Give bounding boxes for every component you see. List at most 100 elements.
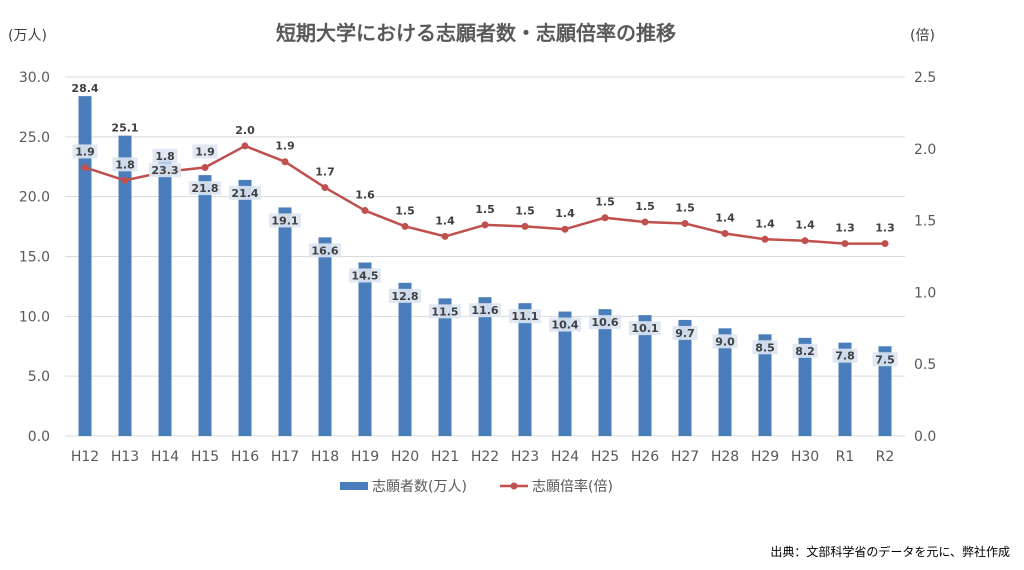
category-label: H20 <box>391 449 419 465</box>
ratio-point <box>321 184 329 192</box>
ratio-point <box>601 214 609 222</box>
legend-line-label: 志願倍率(倍) <box>532 478 613 495</box>
bar-value-label: 19.1 <box>271 214 298 227</box>
bar-label-bg <box>549 317 581 332</box>
ratio-point <box>441 232 449 240</box>
bar-layer <box>78 96 892 437</box>
bar <box>878 346 892 436</box>
bar-value-label: 7.5 <box>875 353 895 366</box>
line-label-bg <box>112 157 138 172</box>
bar-value-label: 9.0 <box>715 335 735 348</box>
ratio-point <box>481 221 489 229</box>
ratio-point <box>281 158 289 166</box>
bar-value-label: 14.5 <box>351 269 378 282</box>
left-tick-label: 30.0 <box>19 70 50 86</box>
line-value-label: 1.8 <box>155 150 175 163</box>
bar <box>358 262 372 436</box>
bar-value-label: 25.1 <box>111 122 138 135</box>
left-axis-unit: (万人) <box>8 28 47 44</box>
line-value-label: 1.6 <box>355 189 375 202</box>
bar-value-label: 11.5 <box>431 305 458 318</box>
line-value-label: 1.5 <box>675 201 695 214</box>
left-tick-label: 15.0 <box>19 250 50 266</box>
category-label: H12 <box>71 449 99 465</box>
category-label: H17 <box>271 449 299 465</box>
bar-value-label: 8.5 <box>755 341 775 354</box>
right-tick-label: 0.0 <box>914 429 936 445</box>
bar <box>118 135 132 437</box>
left-tick-label: 10.0 <box>19 309 50 325</box>
ratio-point <box>561 225 569 233</box>
left-tick-label: 25.0 <box>19 130 50 146</box>
line-value-label: 1.7 <box>315 166 335 179</box>
bar-value-label: 23.3 <box>151 164 178 177</box>
axis-layer: 0.0 5.0 10.0 15.0 20.0 25.0 30.0 0.0 0.5 1.0 1.5 2.… <box>19 70 936 465</box>
category-label: H30 <box>791 449 819 465</box>
bar-value-label: 12.8 <box>391 290 418 303</box>
ratio-point <box>641 218 649 226</box>
category-label: H23 <box>511 449 539 465</box>
legend: 志願者数(万人) 志願倍率(倍) <box>340 478 613 495</box>
bar <box>718 328 732 436</box>
bar-value-label: 21.4 <box>231 187 258 200</box>
category-label: H28 <box>711 449 739 465</box>
line-value-label: 1.3 <box>835 222 855 235</box>
bar-label-bg <box>712 334 738 349</box>
bar <box>758 334 772 436</box>
bar-label-bg <box>792 343 818 358</box>
bar-label-bg <box>752 340 778 355</box>
bar-value-label: 10.1 <box>631 322 658 335</box>
line-value-label: 1.4 <box>435 214 455 227</box>
right-axis-unit: (倍) <box>910 28 935 44</box>
right-tick-label: 0.5 <box>914 357 936 373</box>
bar <box>238 179 252 436</box>
line-value-label: 1.4 <box>715 212 735 225</box>
bar <box>78 96 92 436</box>
bar-label-bg <box>309 243 341 258</box>
line-value-label: 1.5 <box>515 204 535 217</box>
left-tick-label: 20.0 <box>19 190 50 206</box>
category-label: H16 <box>231 449 259 465</box>
ratio-point <box>841 240 849 248</box>
bar <box>558 311 572 436</box>
ratio-point <box>721 230 729 238</box>
category-label: R2 <box>876 449 895 465</box>
ratio-point <box>801 237 809 245</box>
line-value-label: 1.3 <box>875 222 895 235</box>
category-label: H25 <box>591 449 619 465</box>
bar-label-bg <box>429 304 461 319</box>
category-label: R1 <box>836 449 855 465</box>
label-layer: 28.4 25.1 23.3 21.8 21.4 19.1 16.6 14.5 12.8 11.5… <box>71 82 898 367</box>
line-label-bg <box>152 148 178 163</box>
ratio-point <box>201 163 209 171</box>
bar <box>478 297 492 436</box>
bar-value-label: 7.8 <box>835 350 855 363</box>
bar-value-label: 9.7 <box>675 327 695 340</box>
bar <box>798 337 812 436</box>
bar <box>638 315 652 436</box>
line-value-label: 1.9 <box>195 145 215 158</box>
category-label: H27 <box>671 449 699 465</box>
ratio-point <box>121 176 129 184</box>
category-label: H29 <box>751 449 779 465</box>
ratio-point <box>361 207 369 215</box>
bar <box>518 303 532 436</box>
bar-label-bg <box>349 268 381 283</box>
ratio-point <box>81 163 89 171</box>
bar <box>838 342 852 436</box>
category-label: H14 <box>151 449 179 465</box>
bar <box>598 309 612 436</box>
line-value-label: 1.4 <box>555 207 575 220</box>
bar-label-bg <box>189 181 221 196</box>
legend-bar-label: 志願者数(万人) <box>372 479 467 495</box>
ratio-point <box>681 219 689 227</box>
bar-label-bg <box>832 348 858 363</box>
ratio-point <box>761 235 769 243</box>
bar-label-bg <box>672 325 698 340</box>
bar <box>278 207 292 436</box>
bar <box>678 319 692 436</box>
bar-value-label: 16.6 <box>311 244 338 257</box>
source-note: 出典：文部科学省のデータを元に、弊社作成 <box>770 544 1010 559</box>
